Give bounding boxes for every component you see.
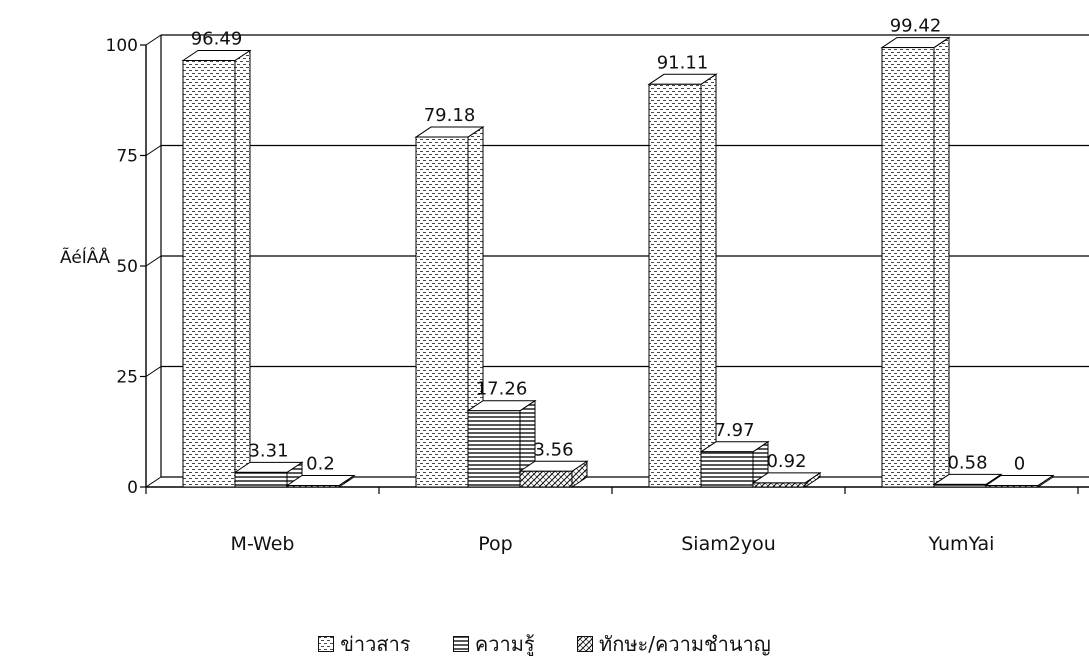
y-tick-label: 25 [116, 368, 138, 388]
legend-item-knowledge: ความรู้ [452, 628, 535, 660]
gridline-side [145, 145, 162, 156]
gridline-side [145, 34, 162, 46]
y-tick-label: 50 [116, 257, 138, 277]
gridline-side [145, 366, 162, 377]
bar-front [933, 483, 987, 488]
data-label: 3.31 [248, 440, 288, 461]
legend-swatch-knowledge [452, 636, 469, 652]
bar [647, 73, 718, 488]
legend-item-skill: ทักษะ/ความชำนาญ [577, 628, 771, 660]
bar-front [182, 60, 236, 488]
data-label: 0 [1014, 454, 1025, 475]
data-label: 91.11 [657, 52, 709, 73]
data-label: 17.26 [476, 379, 528, 400]
data-label: 0.92 [766, 451, 806, 472]
bar [518, 460, 589, 488]
legend-swatch-news [318, 636, 335, 652]
bar [984, 474, 1055, 488]
bar [751, 471, 822, 488]
legend-label-skill: ทักษะ/ความชำนาญ [599, 632, 771, 656]
x-tick-label: Pop [478, 533, 512, 555]
data-label: 0.2 [306, 454, 335, 475]
data-label: 0.58 [947, 452, 987, 473]
gridline-side [145, 255, 162, 267]
y-axis-title: ÃéÍÂÅ [60, 248, 111, 268]
bar [880, 36, 951, 488]
data-label: 99.42 [890, 16, 942, 37]
bar-front [415, 136, 469, 488]
legend-label-knowledge: ความรู้ [474, 632, 535, 656]
legend-label-news: ข่าวสาร [340, 632, 411, 656]
bar-side [933, 36, 950, 488]
bar [414, 126, 485, 488]
bar-front [985, 485, 1039, 488]
data-label: 3.56 [533, 439, 573, 460]
legend-swatch-skill [577, 636, 594, 652]
y-tick-label: 0 [127, 478, 138, 498]
gridline-side [145, 476, 162, 488]
data-label: 7.97 [714, 420, 754, 441]
bar-front [467, 410, 521, 488]
x-tick-label: M-Web [231, 533, 295, 555]
data-label: 79.18 [424, 105, 476, 126]
bar-front [519, 470, 573, 488]
x-tick-label: YumYai [928, 533, 995, 555]
legend: ข่าวสาร ความรู้ ทักษะ/ความชำนาญ [0, 628, 1089, 660]
bar-front [286, 485, 340, 488]
bar-front [881, 47, 935, 488]
bar [285, 474, 356, 488]
bar-front [700, 451, 754, 488]
bar-front [234, 471, 288, 488]
y-tick-label: 75 [116, 147, 138, 167]
bar-side [234, 49, 251, 488]
bar-front [752, 482, 806, 488]
x-tick-label: Siam2you [681, 533, 776, 555]
bar-front [648, 83, 702, 488]
data-label: 96.49 [191, 29, 243, 50]
legend-item-news: ข่าวสาร [318, 628, 411, 660]
y-tick-label: 100 [106, 36, 138, 56]
bar [181, 49, 252, 488]
bar-chart: 0 25 50 75 100 M-Web Pop Siam2you YumYai 96.49 3.3… [106, 16, 1089, 555]
